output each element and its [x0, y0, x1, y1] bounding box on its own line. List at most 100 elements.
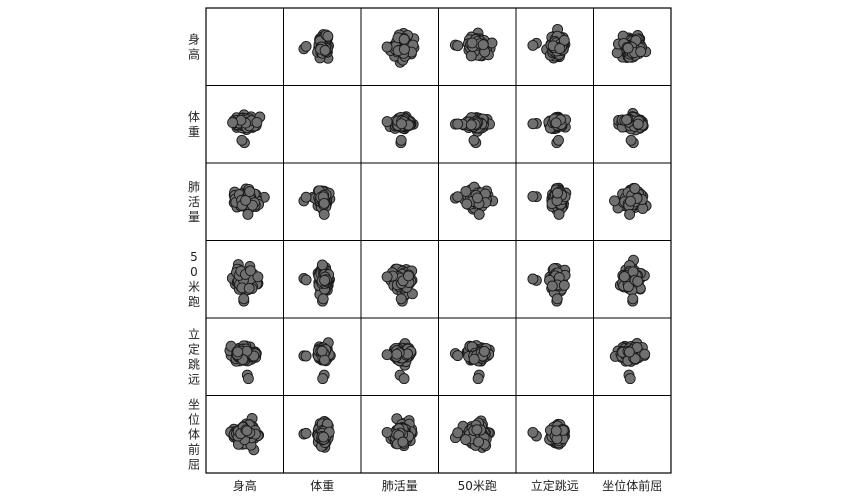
cell-1-4: [515, 85, 594, 164]
scatter-point: [468, 134, 480, 146]
cell-0-3: [438, 7, 517, 86]
scatter-point: [609, 195, 620, 207]
scatter-point: [632, 118, 644, 130]
scatter-point: [550, 425, 562, 437]
scatter-point: [635, 46, 647, 58]
scatter-point: [527, 426, 539, 438]
scatter-point: [300, 350, 312, 362]
scatter-point: [319, 354, 330, 366]
scatter-point: [553, 208, 565, 220]
scatter-point: [465, 119, 477, 131]
scatter-point: [550, 117, 562, 129]
scatter-point: [466, 37, 478, 49]
scatter-point: [452, 40, 464, 52]
scatter-point: [398, 33, 410, 45]
scatter-point: [527, 190, 539, 202]
scatter-point: [552, 187, 563, 199]
scatter-point: [477, 39, 489, 51]
scatter-point: [396, 118, 407, 130]
scatter-point: [251, 116, 263, 128]
cell-3-4: [515, 240, 594, 319]
cells-layer: [205, 7, 672, 474]
scatter-point: [403, 270, 414, 282]
scatter-point: [318, 197, 330, 209]
scatter-point: [300, 427, 312, 439]
scatter-point: [319, 44, 331, 56]
row-label-var-0: 身高: [188, 31, 200, 61]
row-label-var-4: 立定跳远: [188, 326, 200, 386]
scatter-point: [241, 425, 253, 437]
scatter-point: [316, 345, 328, 357]
scatter-point: [238, 293, 250, 305]
row-label-var-1: 体重: [188, 110, 200, 139]
scatter-point: [381, 271, 393, 283]
cell-3-5: [593, 240, 672, 319]
cell-5-0: [205, 395, 284, 474]
cell-0-0: [205, 7, 284, 86]
cell-4-2: [360, 317, 439, 396]
scatter-point: [319, 274, 331, 286]
cell-3-0: [205, 240, 284, 319]
scatter-point: [317, 373, 329, 385]
scatter-point: [391, 348, 403, 360]
scatter-point: [623, 346, 635, 358]
cell-3-1: [283, 240, 362, 319]
cell-2-4: [515, 162, 594, 241]
scatter-point: [452, 350, 464, 362]
scatter-point: [632, 275, 644, 287]
scatter-point: [232, 346, 244, 358]
scatter-point: [452, 118, 464, 130]
cell-1-0: [205, 85, 284, 164]
scatter-point: [629, 183, 641, 194]
scatter-point: [243, 282, 255, 294]
cell-4-4: [515, 317, 594, 396]
cell-2-2: [360, 162, 439, 241]
scatter-point: [625, 134, 637, 146]
scatter-point: [472, 373, 484, 385]
cell-2-5: [593, 162, 672, 241]
cell-border: [438, 240, 517, 319]
scatter-point: [478, 345, 490, 357]
scatter-point: [624, 373, 636, 385]
scatter-point: [460, 434, 472, 446]
scatter-point: [244, 186, 256, 198]
col-label-var-2: 肺活量: [382, 479, 418, 493]
scatter-point: [452, 191, 464, 203]
scatter-point: [227, 117, 239, 129]
cell-1-3: [438, 85, 517, 164]
scatter-point: [527, 39, 539, 51]
col-label-var-1: 体重: [310, 479, 334, 493]
scatter-point: [300, 274, 312, 286]
cell-border: [515, 317, 594, 396]
scatter-point: [381, 116, 393, 128]
scatter-point: [398, 373, 410, 385]
scatter-point: [461, 198, 473, 210]
scatter-point: [468, 353, 480, 365]
scatter-point: [558, 34, 570, 46]
scatter-point: [472, 192, 483, 204]
scatter-point: [395, 134, 407, 146]
scatter-point: [322, 30, 334, 42]
scatter-point: [242, 208, 254, 220]
scatter-point: [465, 50, 477, 62]
col-label-var-5: 坐位体前屈: [602, 478, 662, 493]
scatter-point: [316, 259, 328, 271]
cell-5-2: [360, 395, 439, 474]
scatter-point: [627, 293, 639, 305]
scatter-point: [398, 43, 410, 55]
scatter-point: [527, 273, 539, 285]
scatter-point: [381, 426, 393, 438]
scatter-point: [625, 195, 636, 207]
cell-4-3: [438, 317, 517, 396]
scatter-point: [473, 208, 485, 220]
scatter-point: [553, 134, 564, 146]
scatter-point: [381, 349, 393, 361]
cell-border: [205, 7, 284, 86]
cell-5-3: [438, 395, 517, 474]
scatter-point: [395, 293, 407, 305]
scatter-point: [300, 191, 312, 203]
scatter-point: [624, 208, 636, 220]
scatter-point: [622, 42, 634, 54]
cell-border: [283, 85, 362, 164]
